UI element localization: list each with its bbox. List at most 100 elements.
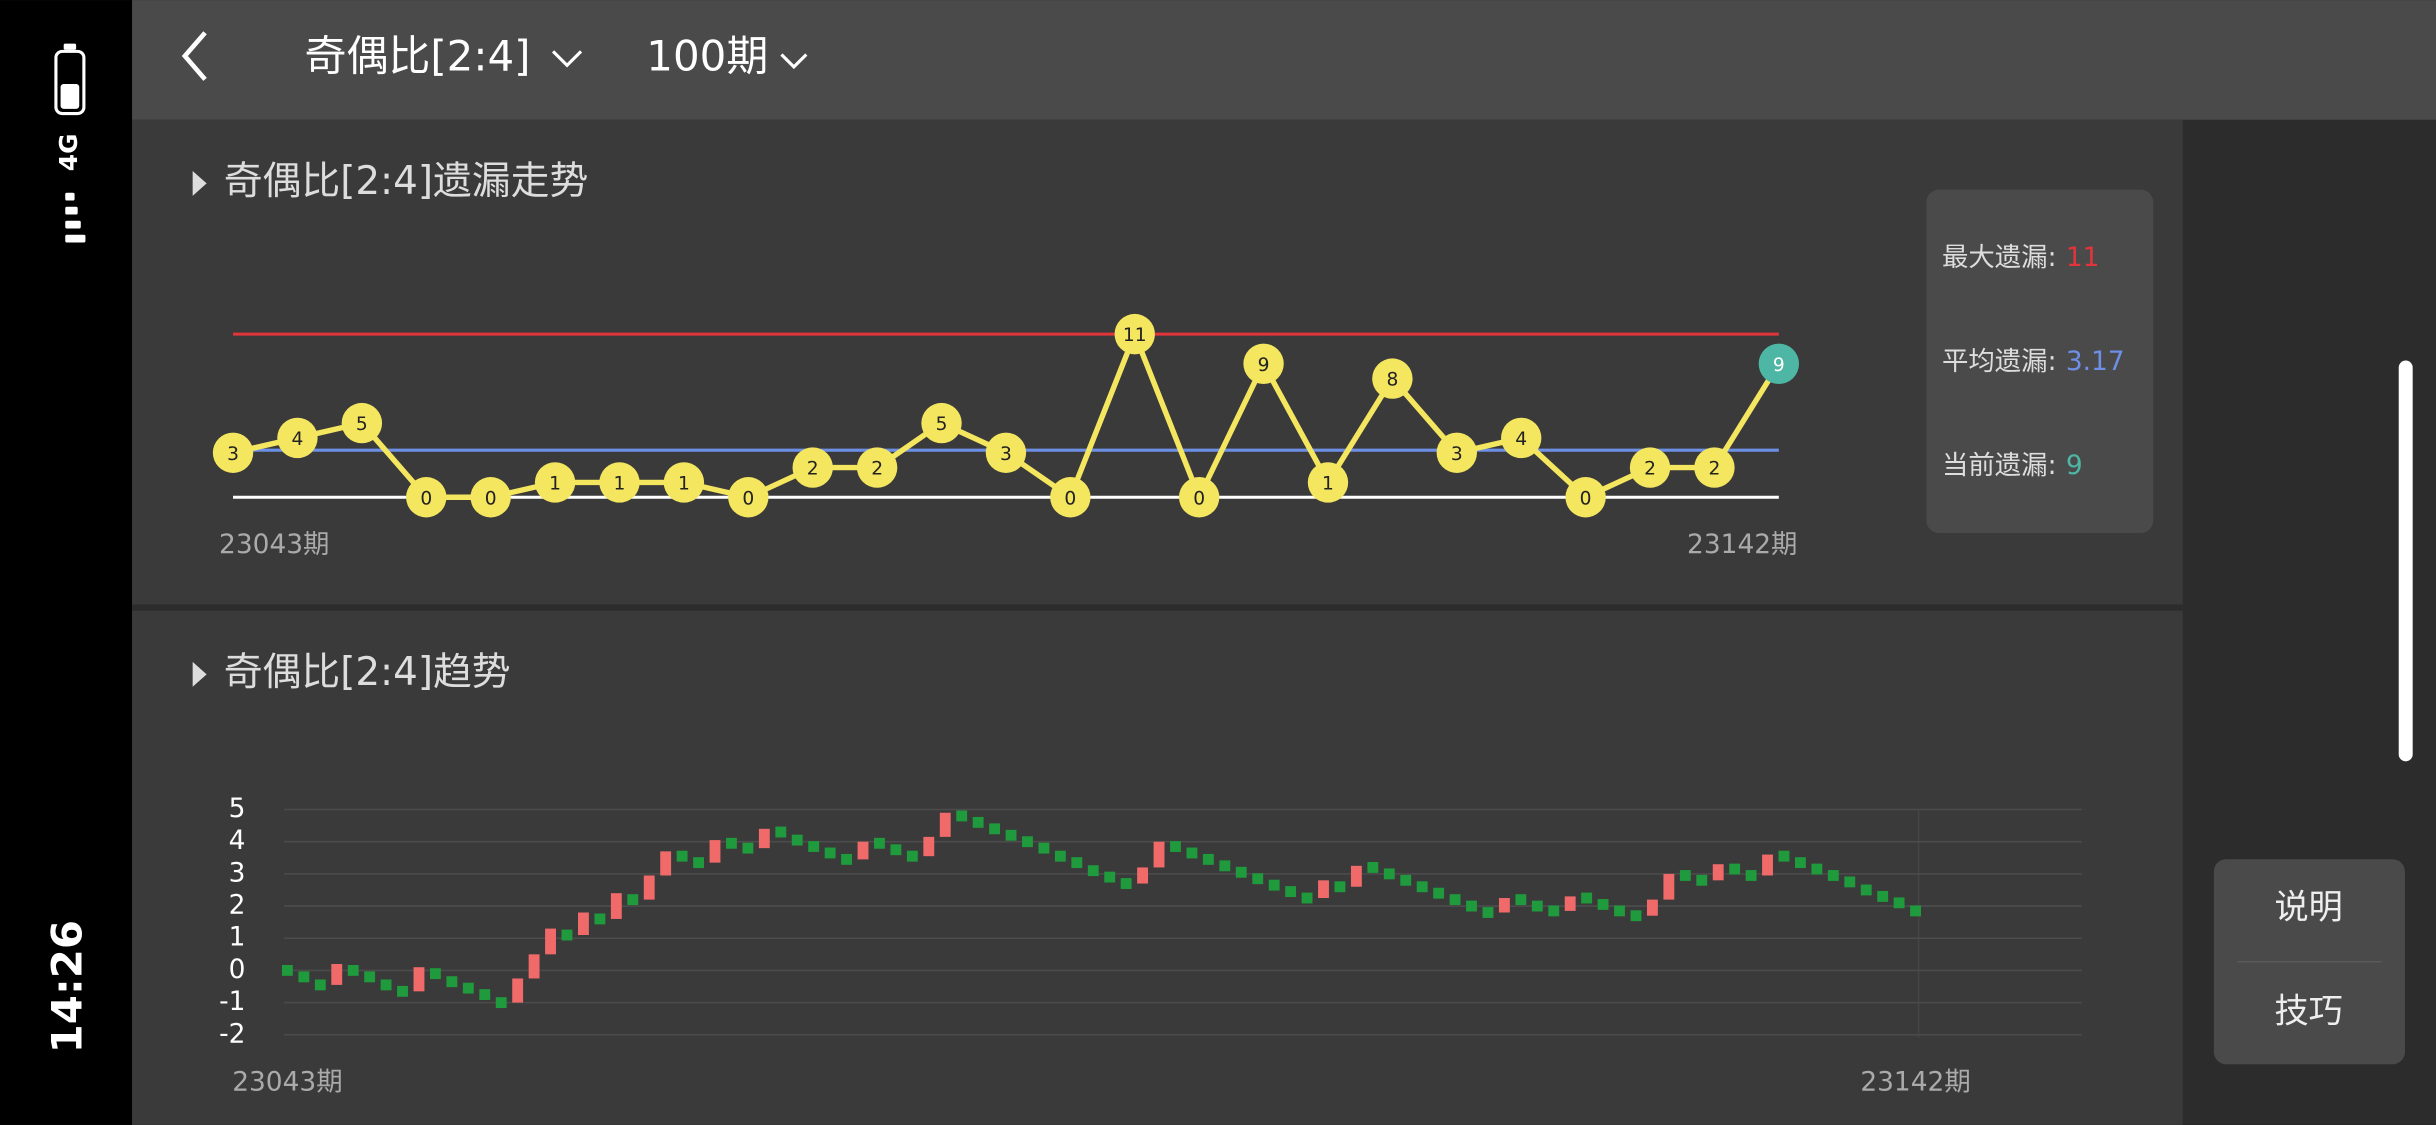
x-start-label: 23043期 bbox=[232, 1066, 342, 1097]
rise-bar bbox=[643, 875, 655, 900]
fall-marker bbox=[1038, 842, 1050, 854]
miss-point bbox=[1243, 343, 1284, 384]
rise-bar bbox=[660, 851, 672, 876]
fall-marker bbox=[1778, 850, 1790, 862]
point-label: 8 bbox=[1386, 370, 1398, 391]
fall-marker bbox=[1630, 910, 1642, 922]
fall-marker bbox=[1548, 905, 1560, 917]
trend-panel bbox=[132, 610, 2183, 1125]
fall-marker bbox=[890, 844, 902, 856]
point-label: 0 bbox=[742, 488, 754, 509]
miss-point bbox=[1114, 313, 1155, 355]
fall-marker bbox=[479, 989, 491, 1000]
y-tick-label: -1 bbox=[219, 986, 245, 1017]
rise-bar bbox=[1663, 873, 1675, 900]
miss-point bbox=[921, 402, 962, 444]
rise-bar bbox=[857, 841, 869, 860]
back-button[interactable] bbox=[181, 31, 207, 81]
rise-bar bbox=[709, 840, 721, 863]
fall-marker bbox=[1285, 886, 1297, 898]
battery-icon bbox=[54, 43, 86, 116]
collapse-arrow[interactable] bbox=[192, 661, 207, 687]
fall-marker bbox=[693, 857, 704, 869]
stat-value: 3.17 bbox=[2066, 346, 2125, 377]
point-label: 1 bbox=[1322, 473, 1334, 494]
miss-point bbox=[1372, 358, 1413, 399]
fall-marker bbox=[1186, 847, 1198, 859]
stat-label: 最大遗漏: bbox=[1942, 241, 2057, 272]
type-selector[interactable]: 奇偶比[2:4] bbox=[304, 32, 583, 81]
fall-marker bbox=[1383, 868, 1395, 880]
rise-bar bbox=[1137, 867, 1149, 884]
miss-point bbox=[985, 432, 1027, 473]
point-label: 5 bbox=[936, 414, 948, 435]
signal-icon bbox=[65, 192, 86, 243]
y-tick-label: 0 bbox=[229, 954, 246, 985]
miss-point bbox=[1050, 477, 1091, 518]
collapse-arrow[interactable] bbox=[192, 171, 207, 196]
rise-bar bbox=[1350, 865, 1362, 887]
fall-marker bbox=[627, 894, 639, 906]
fall-marker bbox=[1433, 887, 1445, 899]
fall-marker bbox=[1729, 863, 1741, 875]
header-bar bbox=[132, 0, 2436, 120]
rise-bar bbox=[758, 828, 770, 849]
fall-marker bbox=[397, 985, 408, 997]
fall-marker bbox=[281, 964, 293, 976]
stat-row: 最大遗漏: 11 bbox=[1942, 241, 2099, 272]
point-label: 9 bbox=[1773, 355, 1785, 376]
fall-marker bbox=[1219, 860, 1231, 872]
stat-row: 当前遗漏: 9 bbox=[1942, 450, 2083, 481]
fall-marker bbox=[791, 834, 803, 846]
fall-marker bbox=[1844, 876, 1856, 888]
y-tick-label: 2 bbox=[229, 890, 246, 921]
fall-marker bbox=[726, 837, 737, 849]
miss-point bbox=[212, 432, 254, 473]
fall-marker bbox=[446, 976, 458, 988]
rise-bar bbox=[1153, 841, 1165, 868]
point-label: 2 bbox=[807, 459, 819, 480]
fall-marker bbox=[1120, 878, 1132, 889]
rise-bar bbox=[545, 928, 556, 955]
miss-point bbox=[406, 477, 447, 518]
point-label: 11 bbox=[1123, 325, 1147, 346]
fall-marker bbox=[1531, 900, 1543, 912]
rise-bar bbox=[1498, 898, 1510, 913]
miss-point bbox=[1694, 447, 1735, 488]
panel-title: 奇偶比[2:4]遗漏走势 bbox=[224, 159, 589, 204]
fall-marker bbox=[1022, 836, 1033, 848]
miss-point bbox=[341, 402, 383, 444]
miss-point bbox=[470, 477, 511, 518]
fall-marker bbox=[1071, 857, 1083, 869]
rise-bar bbox=[1762, 854, 1773, 876]
point-label: 0 bbox=[485, 488, 497, 509]
miss-point bbox=[534, 462, 576, 503]
dropdown-arrow bbox=[551, 50, 583, 68]
stats-box bbox=[1926, 189, 2154, 533]
fall-marker bbox=[1449, 894, 1461, 906]
fall-marker bbox=[1400, 874, 1412, 886]
tips-button[interactable]: 技巧 bbox=[2274, 992, 2342, 1032]
fall-marker bbox=[775, 826, 787, 838]
fall-marker bbox=[989, 823, 1001, 835]
fall-marker bbox=[1054, 850, 1066, 862]
help-button[interactable]: 说明 bbox=[2274, 887, 2342, 927]
fall-marker bbox=[314, 979, 326, 991]
stat-row: 平均遗漏: 3.17 bbox=[1942, 346, 2125, 377]
miss-point bbox=[1565, 477, 1606, 518]
miss-point bbox=[1307, 462, 1349, 503]
point-label: 3 bbox=[1000, 444, 1012, 465]
rise-bar bbox=[1318, 880, 1329, 899]
fall-marker bbox=[742, 842, 754, 854]
stat-label: 当前遗漏: bbox=[1942, 450, 2057, 481]
status-bar bbox=[0, 0, 133, 1125]
fall-marker bbox=[1252, 873, 1264, 885]
miss-point bbox=[663, 462, 705, 503]
x-start-label: 23043期 bbox=[219, 529, 329, 560]
y-tick-label: 1 bbox=[229, 922, 246, 953]
fall-marker bbox=[1202, 853, 1214, 865]
period-selector[interactable]: 100期 bbox=[646, 32, 808, 81]
fall-marker bbox=[1235, 866, 1247, 878]
y-tick-label: -2 bbox=[219, 1018, 245, 1049]
